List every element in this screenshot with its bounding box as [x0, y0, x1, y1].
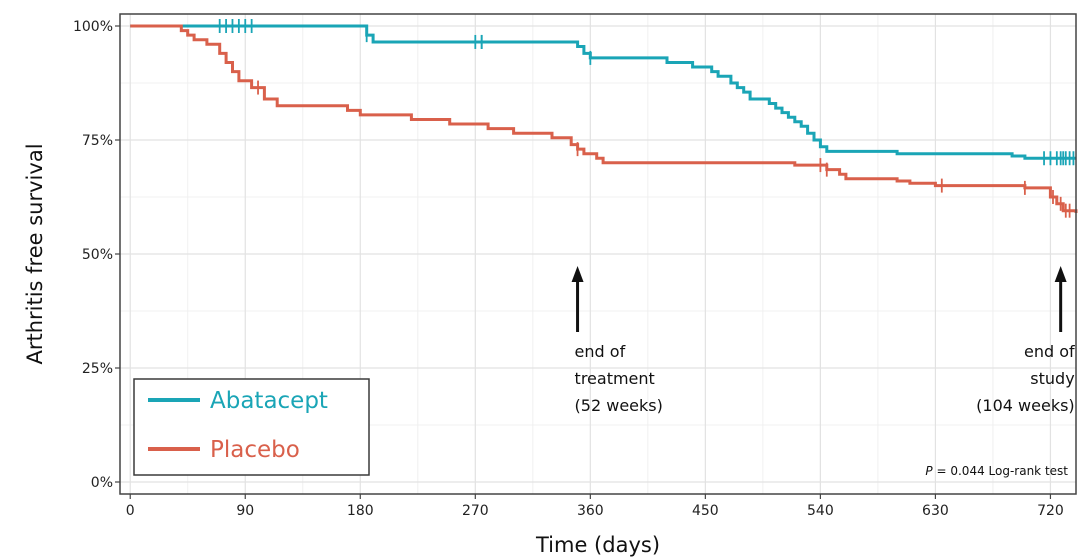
- annotation-text-line: end of: [1024, 342, 1075, 361]
- annotation-arrow-head: [571, 266, 584, 282]
- x-tick-label: 90: [236, 503, 254, 519]
- annotation-text-line: end of: [575, 342, 626, 361]
- y-axis-title: Arthritis free survival: [23, 143, 47, 364]
- x-tick-label: 0: [126, 503, 135, 519]
- legend-frame: [133, 378, 370, 476]
- y-tick-label: 100%: [73, 19, 113, 35]
- y-tick-label: 0%: [91, 475, 113, 491]
- survival-curve-placebo: [130, 24, 1078, 213]
- y-tick-label: 75%: [82, 133, 113, 149]
- axes: 0 90 180 270 360 450 540 630 720 0% 25% 50% 75% 100%: [73, 13, 1077, 519]
- annotation-text-line: (52 weeks): [575, 396, 663, 415]
- series-placebo: [130, 24, 1078, 218]
- annotation-1: end of study (104 weeks): [976, 266, 1075, 415]
- legend-label-placebo: Placebo: [210, 437, 300, 463]
- annotations: end of treatment (52 weeks) end of study (104…: [571, 266, 1075, 478]
- y-tick-label: 25%: [82, 361, 113, 377]
- annotation-text-line: (104 weeks): [976, 396, 1074, 415]
- legend-label-abatacept: Abatacept: [210, 388, 328, 414]
- x-tick-label: 180: [347, 503, 374, 519]
- x-tick-label: 450: [692, 503, 719, 519]
- p-value-text: P = 0.044 Log-rank test: [925, 464, 1068, 478]
- p-symbol: P: [925, 464, 933, 478]
- annotation-arrow-head: [1054, 266, 1067, 282]
- legend: Abatacept Placebo: [133, 378, 370, 476]
- x-tick-label: 720: [1037, 503, 1064, 519]
- p-value-label: = 0.044 Log-rank test: [933, 464, 1069, 478]
- x-tick-label: 360: [577, 503, 604, 519]
- y-tick-label: 50%: [82, 247, 113, 263]
- x-tick-label: 270: [462, 503, 489, 519]
- series-layer: [130, 19, 1078, 218]
- x-axis-title: Time (days): [535, 533, 660, 557]
- annotation-0: end of treatment (52 weeks): [571, 266, 663, 415]
- survival-curve-abatacept: [130, 24, 1076, 160]
- annotation-text-line: treatment: [575, 369, 655, 388]
- x-tick-label: 540: [807, 503, 834, 519]
- series-abatacept: [130, 19, 1076, 166]
- x-tick-label: 630: [922, 503, 949, 519]
- legend-box: Abatacept Placebo: [133, 378, 370, 476]
- annotation-text-line: study: [1030, 369, 1074, 388]
